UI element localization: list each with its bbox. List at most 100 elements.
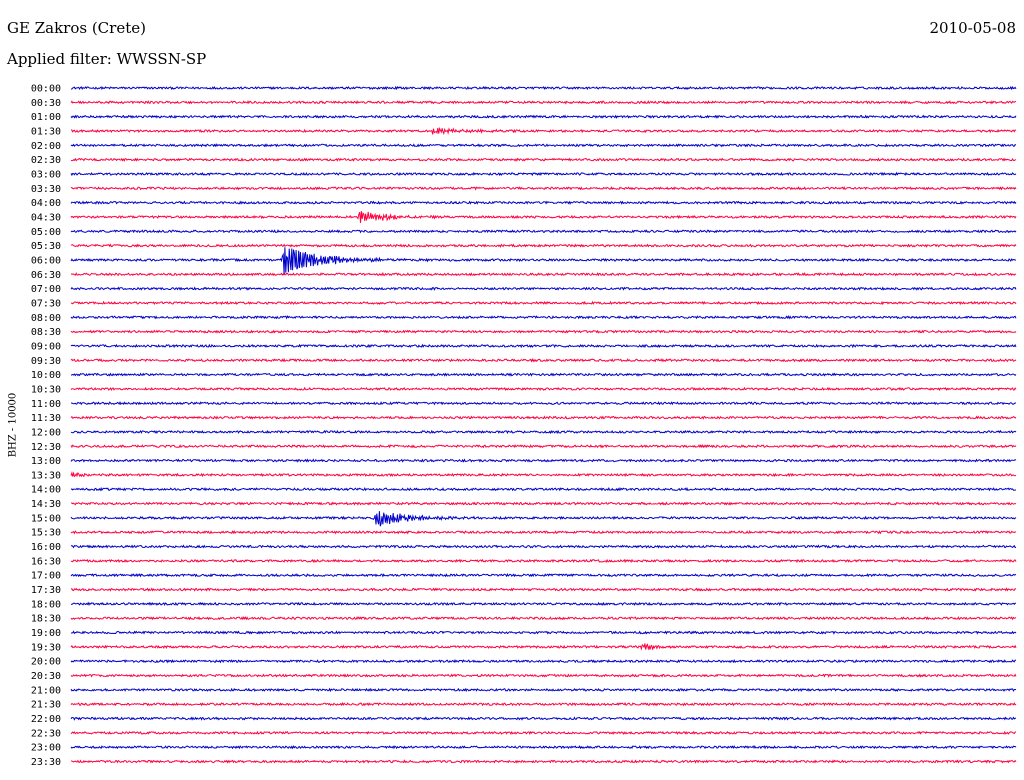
seismogram-trace-0430 xyxy=(70,211,1017,223)
seismogram-trace-2000 xyxy=(70,658,1017,664)
row-time-label: 06:00 xyxy=(31,255,61,266)
seismogram-trace-0100 xyxy=(70,114,1017,119)
seismogram-trace-1730 xyxy=(70,587,1017,592)
row-time-label: 01:00 xyxy=(31,112,61,123)
seismogram-trace-0830 xyxy=(70,329,1017,334)
seismogram-trace-0900 xyxy=(70,343,1017,349)
seismogram-trace-0400 xyxy=(70,200,1017,205)
row-time-label: 09:00 xyxy=(31,341,61,352)
seismogram-trace-2330 xyxy=(71,759,1017,764)
seismogram-trace-1700 xyxy=(70,573,1017,578)
row-time-label: 22:30 xyxy=(31,728,61,739)
row-time-label: 17:30 xyxy=(31,585,61,596)
seismogram-trace-1500 xyxy=(70,511,1017,527)
row-time-label: 16:00 xyxy=(31,542,61,553)
row-time-label: 20:00 xyxy=(31,657,61,668)
row-time-label: 16:30 xyxy=(31,556,61,567)
row-time-label: 08:30 xyxy=(31,327,61,338)
row-time-label: 02:30 xyxy=(31,155,61,166)
row-time-label: 19:30 xyxy=(31,642,61,653)
row-time-label: 08:00 xyxy=(31,313,61,324)
seismogram-trace-1230 xyxy=(70,444,1017,449)
seismogram-trace-2230 xyxy=(70,730,1017,736)
row-time-label: 14:30 xyxy=(31,499,61,510)
row-time-label: 07:30 xyxy=(31,298,61,309)
seismogram-trace-1030 xyxy=(70,386,1017,392)
seismogram-trace-1330 xyxy=(70,471,1017,478)
row-time-label: 10:30 xyxy=(31,384,61,395)
seismogram-trace-0500 xyxy=(70,229,1017,234)
seismogram-trace-1900 xyxy=(70,630,1017,635)
row-time-label: 00:30 xyxy=(31,98,61,109)
seismogram-trace-1600 xyxy=(70,544,1017,549)
seismogram-trace-1630 xyxy=(70,558,1017,564)
row-time-label: 11:30 xyxy=(31,413,61,424)
row-time-label: 03:00 xyxy=(31,169,61,180)
row-time-label: 04:30 xyxy=(31,212,61,223)
row-time-label: 06:30 xyxy=(31,270,61,281)
filter-label: Applied filter: WWSSN-SP xyxy=(7,50,207,68)
row-time-label: 04:00 xyxy=(31,198,61,209)
seismogram-trace-0200 xyxy=(70,143,1017,148)
row-time-label: 12:00 xyxy=(31,427,61,438)
seismogram-trace-0230 xyxy=(70,157,1017,162)
seismogram-trace-1800 xyxy=(70,601,1016,607)
seismogram-trace-1430 xyxy=(71,501,1017,506)
row-time-label: 00:00 xyxy=(31,84,61,95)
row-time-label: 02:00 xyxy=(31,141,61,152)
row-time-label: 03:30 xyxy=(31,184,61,195)
seismogram-trace-2100 xyxy=(70,687,1017,693)
seismogram-trace-1200 xyxy=(70,429,1017,435)
seismogram-trace-2130 xyxy=(70,701,1017,707)
row-time-label: 18:00 xyxy=(31,599,61,610)
row-time-label: 18:30 xyxy=(31,614,61,625)
row-time-label: 13:30 xyxy=(31,470,61,481)
seismogram-trace-0330 xyxy=(70,186,1017,191)
row-time-label: 13:00 xyxy=(31,456,61,467)
seismogram-trace-1000 xyxy=(70,372,1017,377)
row-time-label: 19:00 xyxy=(31,628,61,639)
row-time-label: 11:00 xyxy=(31,399,61,410)
seismogram-trace-0030 xyxy=(70,100,1017,105)
seismogram-trace-0730 xyxy=(70,300,1017,306)
row-time-label: 21:00 xyxy=(31,685,61,696)
seismogram-trace-0800 xyxy=(70,315,1017,320)
row-time-label: 17:00 xyxy=(31,571,61,582)
seismogram-trace-0600 xyxy=(70,247,1017,275)
seismogram-trace-0130 xyxy=(70,126,1017,136)
seismogram-trace-0300 xyxy=(70,171,1017,177)
station-title: GE Zakros (Crete) xyxy=(7,19,146,37)
row-time-label: 15:00 xyxy=(31,513,61,524)
row-time-label: 05:00 xyxy=(31,227,61,238)
row-time-label: 05:30 xyxy=(31,241,61,252)
row-time-label: 14:00 xyxy=(31,485,61,496)
seismogram-trace-0930 xyxy=(70,357,1017,363)
seismogram-trace-0630 xyxy=(70,271,1017,277)
seismogram-trace-1400 xyxy=(70,486,1017,492)
seismogram-trace-0700 xyxy=(70,286,1017,291)
seismogram-trace-1100 xyxy=(70,400,1017,406)
row-time-label: 09:30 xyxy=(31,356,61,367)
row-time-label: 12:30 xyxy=(31,442,61,453)
seismogram-trace-1130 xyxy=(70,415,1017,420)
row-time-label: 23:30 xyxy=(31,757,61,768)
seismogram-trace-1300 xyxy=(70,458,1017,463)
row-time-label: 10:00 xyxy=(31,370,61,381)
seismogram-trace-1830 xyxy=(70,615,1017,621)
record-date: 2010-05-08 xyxy=(929,19,1016,37)
row-time-label: 20:30 xyxy=(31,671,61,682)
seismogram-trace-2200 xyxy=(70,716,1017,721)
row-time-label: 15:30 xyxy=(31,528,61,539)
row-time-label: 21:30 xyxy=(31,700,61,711)
seismogram-trace-2300 xyxy=(70,745,1017,750)
seismogram-trace-0000 xyxy=(71,85,1017,91)
seismogram-trace-1530 xyxy=(70,530,1017,535)
row-time-label: 01:30 xyxy=(31,126,61,137)
seismogram-trace-0530 xyxy=(70,243,1017,248)
seismogram-trace-1930 xyxy=(70,643,1017,651)
seismogram-trace-2030 xyxy=(70,673,1017,678)
row-time-label: 22:00 xyxy=(31,714,61,725)
row-time-label: 07:00 xyxy=(31,284,61,295)
row-time-label: 23:00 xyxy=(31,743,61,754)
